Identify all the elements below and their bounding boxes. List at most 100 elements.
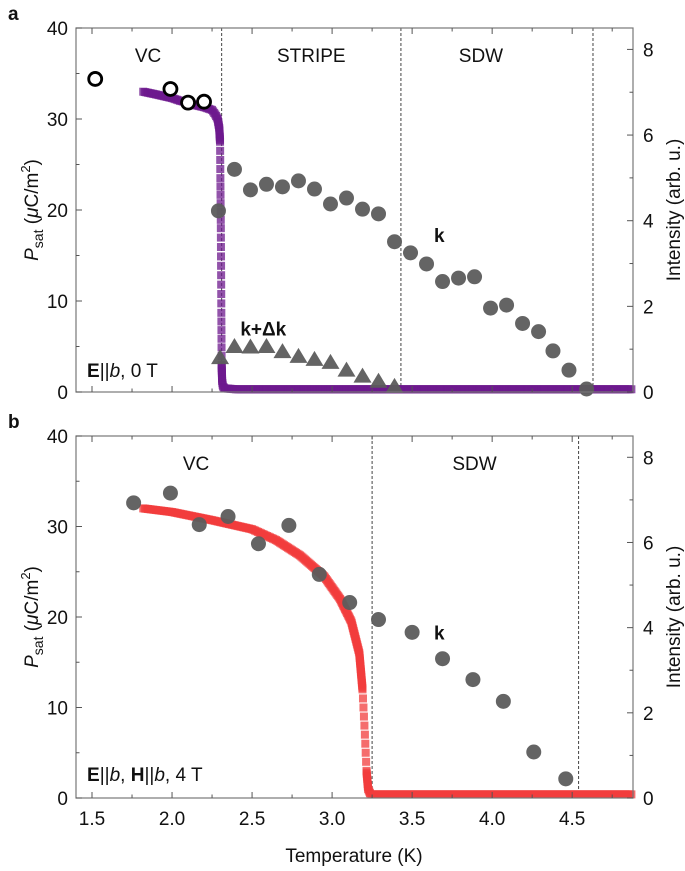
data-point-square: [217, 334, 226, 343]
data-point-square: [216, 137, 225, 146]
y2-tick-label: 4: [643, 212, 654, 233]
data-point-circle: [435, 274, 451, 290]
cond-H: H: [131, 765, 145, 786]
y-axis-title-a: Psat (μC/m2): [18, 159, 46, 261]
condition-label-a: E||b, 0 T: [87, 361, 158, 382]
data-point-square: [216, 174, 225, 183]
y-tick-label: 10: [47, 699, 68, 720]
data-point-square: [216, 199, 225, 208]
condition-label-b: E||b, H||b, 4 T: [87, 765, 203, 786]
cond-rest: , 4 T: [165, 765, 203, 786]
data-point-triangle: [273, 343, 292, 359]
data-point-square: [217, 261, 226, 270]
region-label: SDW: [452, 454, 496, 475]
data-point-circle: [311, 566, 327, 582]
data-point-circle: [250, 536, 266, 552]
data-point-square: [216, 182, 225, 191]
y-title-unit: C/m: [22, 580, 43, 615]
y-tick-label: 20: [47, 201, 68, 222]
y-title-close: ): [22, 159, 43, 165]
data-point-square: [362, 757, 371, 766]
data-point-triangle: [369, 372, 388, 388]
data-point-circle: [191, 517, 207, 533]
data-point-square: [627, 790, 636, 799]
x-tick-label: 2.0: [159, 809, 185, 830]
data-point-open-circle: [196, 93, 212, 110]
y-axis-title-b: Psat (μC/m2): [18, 566, 46, 668]
cond-b: b: [110, 765, 121, 786]
data-point-square: [216, 155, 225, 164]
data-point-square: [359, 712, 368, 721]
panel-b-axes: VC SDW k 1.5 2.0 2.5 3.0 3.5 4.0 4.5 0 10 20 30 40 0 2 4 6…: [47, 427, 654, 830]
cond-b: b: [110, 361, 121, 382]
y2-tick-label: 2: [643, 297, 654, 318]
data-point-triangle: [225, 338, 244, 354]
data-point-circle: [322, 196, 338, 212]
x-tick-label: 2.5: [239, 809, 265, 830]
data-point-square: [358, 685, 367, 694]
data-point-square: [217, 271, 226, 280]
cond-mid: ,: [120, 765, 131, 786]
y2-tick-label: 6: [643, 126, 654, 147]
cond-E: E: [87, 765, 100, 786]
y-tick-label: 20: [47, 608, 68, 629]
y-title-mu: μ: [22, 614, 43, 626]
y2-tick-label: 0: [643, 383, 654, 404]
data-point-circle: [355, 201, 371, 217]
data-point-square: [359, 703, 368, 712]
data-point-open-circle: [162, 81, 179, 97]
data-point-circle: [483, 300, 499, 316]
data-point-triangle: [305, 350, 324, 366]
x-tick-label: 3.0: [319, 809, 345, 830]
data-point-circle: [435, 651, 451, 667]
cond-sep: ||: [100, 765, 110, 786]
y-title-sup: 2: [18, 165, 33, 172]
data-point-square: [361, 748, 370, 757]
y2-tick-label: 2: [643, 704, 654, 725]
data-point-triangle: [353, 367, 372, 383]
data-point-square: [217, 280, 226, 289]
data-point-square: [216, 233, 225, 242]
data-point-open-circle: [87, 71, 104, 87]
y2-axis-title-b: Intensity (arb. u.): [664, 546, 685, 689]
data-point-square: [216, 146, 225, 155]
data-point-circle: [371, 612, 387, 628]
data-point-square: [217, 343, 226, 352]
panel-b: b VC SDW k 1.5 2.0 2.5 3.0 3.5 4.0 4.5 0 10 20 30 40 0 2…: [8, 412, 685, 867]
data-point-circle: [531, 324, 547, 340]
y-title-main: P: [22, 248, 43, 261]
data-point-triangle: [321, 353, 340, 369]
panel-letter-a: a: [8, 4, 19, 25]
data-point-square: [627, 385, 636, 394]
y-title-sub: sat: [30, 636, 46, 655]
x-tick-label: 4.0: [479, 809, 505, 830]
data-point-triangle: [241, 338, 260, 354]
data-point-circle: [558, 771, 574, 787]
data-point-circle: [274, 179, 290, 195]
data-point-circle: [451, 270, 467, 286]
cond-b2: b: [154, 765, 165, 786]
y2-tick-label: 8: [643, 40, 654, 61]
y-tick-label: 0: [57, 383, 68, 404]
x-tick-label: 4.5: [559, 809, 585, 830]
panel-b-marks: [126, 436, 636, 799]
data-point-circle: [499, 297, 515, 313]
data-point-square: [360, 721, 369, 730]
data-point-circle: [561, 362, 577, 378]
plot-frame: [75, 27, 634, 393]
y-tick-label: 30: [47, 110, 68, 131]
y2-tick-label: 4: [643, 619, 654, 640]
data-point-circle: [210, 203, 226, 219]
y-title-sup: 2: [18, 572, 33, 579]
region-label: SDW: [459, 46, 503, 67]
cond-sep2: ||: [144, 765, 154, 786]
data-point-circle: [495, 693, 511, 709]
panel-a-marks: [87, 28, 636, 397]
y2-tick-label: 0: [643, 789, 654, 810]
data-point-circle: [404, 624, 420, 640]
data-point-circle: [258, 176, 274, 192]
series-label: k: [434, 624, 445, 645]
y-title-close: ): [22, 566, 43, 572]
cond-rest: , 0 T: [120, 361, 158, 382]
cond-E: E: [87, 361, 100, 382]
